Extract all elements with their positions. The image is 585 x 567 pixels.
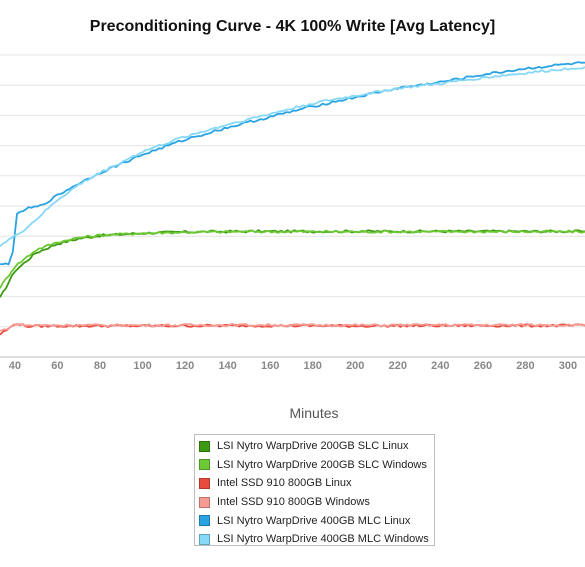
x-tick-label: 80 (94, 360, 106, 372)
series-line (0, 229, 585, 298)
x-tick-label: 260 (474, 360, 492, 372)
x-tick-label: 160 (261, 360, 279, 372)
series-line (0, 322, 585, 332)
x-tick-label: 60 (51, 360, 63, 372)
legend-label: LSI Nytro WarpDrive 200GB SLC Linux (217, 440, 409, 453)
x-axis-label: Minutes (289, 405, 338, 421)
legend-label: LSI Nytro WarpDrive 400GB MLC Linux (217, 514, 411, 527)
x-tick-label: 300 (559, 360, 577, 372)
x-tick-label: 240 (431, 360, 449, 372)
legend-item[interactable]: Intel SSD 910 800GB Windows (199, 493, 434, 512)
legend-item[interactable]: LSI Nytro WarpDrive 400GB MLC Linux (199, 511, 434, 530)
series-lines (0, 61, 585, 336)
gridlines (0, 54, 585, 358)
legend-swatch (199, 515, 210, 527)
legend-swatch (199, 496, 210, 508)
x-axis-ticks: 40 60 80 100 120 140 160 180 200 220 240 260 280 300 (9, 360, 577, 372)
legend-item[interactable]: LSI Nytro WarpDrive 400GB MLC Windows (199, 530, 434, 549)
series-line (0, 229, 585, 289)
x-tick-label: 200 (346, 360, 364, 372)
legend-label: Intel SSD 910 800GB Windows (217, 496, 370, 509)
legend-swatch (199, 459, 210, 471)
legend-label: Intel SSD 910 800GB Linux (217, 477, 352, 490)
legend: LSI Nytro WarpDrive 200GB SLC Linux LSI N… (194, 434, 435, 546)
series-line (0, 61, 585, 266)
legend-swatch (199, 440, 210, 452)
series-line (0, 66, 585, 247)
x-tick-label: 280 (516, 360, 534, 372)
legend-swatch (199, 533, 210, 545)
x-tick-label: 40 (9, 360, 21, 372)
legend-item[interactable]: LSI Nytro WarpDrive 200GB SLC Windows (199, 456, 434, 475)
x-tick-label: 220 (389, 360, 407, 372)
x-tick-label: 120 (176, 360, 194, 372)
legend-item[interactable]: Intel SSD 910 800GB Linux (199, 474, 434, 493)
x-tick-label: 180 (304, 360, 322, 372)
x-tick-label: 140 (218, 360, 236, 372)
legend-label: LSI Nytro WarpDrive 400GB MLC Windows (217, 533, 429, 546)
legend-item[interactable]: LSI Nytro WarpDrive 200GB SLC Linux (199, 437, 434, 456)
legend-label: LSI Nytro WarpDrive 200GB SLC Windows (217, 458, 427, 471)
x-tick-label: 100 (133, 360, 151, 372)
legend-swatch (199, 477, 210, 489)
chart-title: Preconditioning Curve - 4K 100% Write [A… (89, 18, 496, 35)
